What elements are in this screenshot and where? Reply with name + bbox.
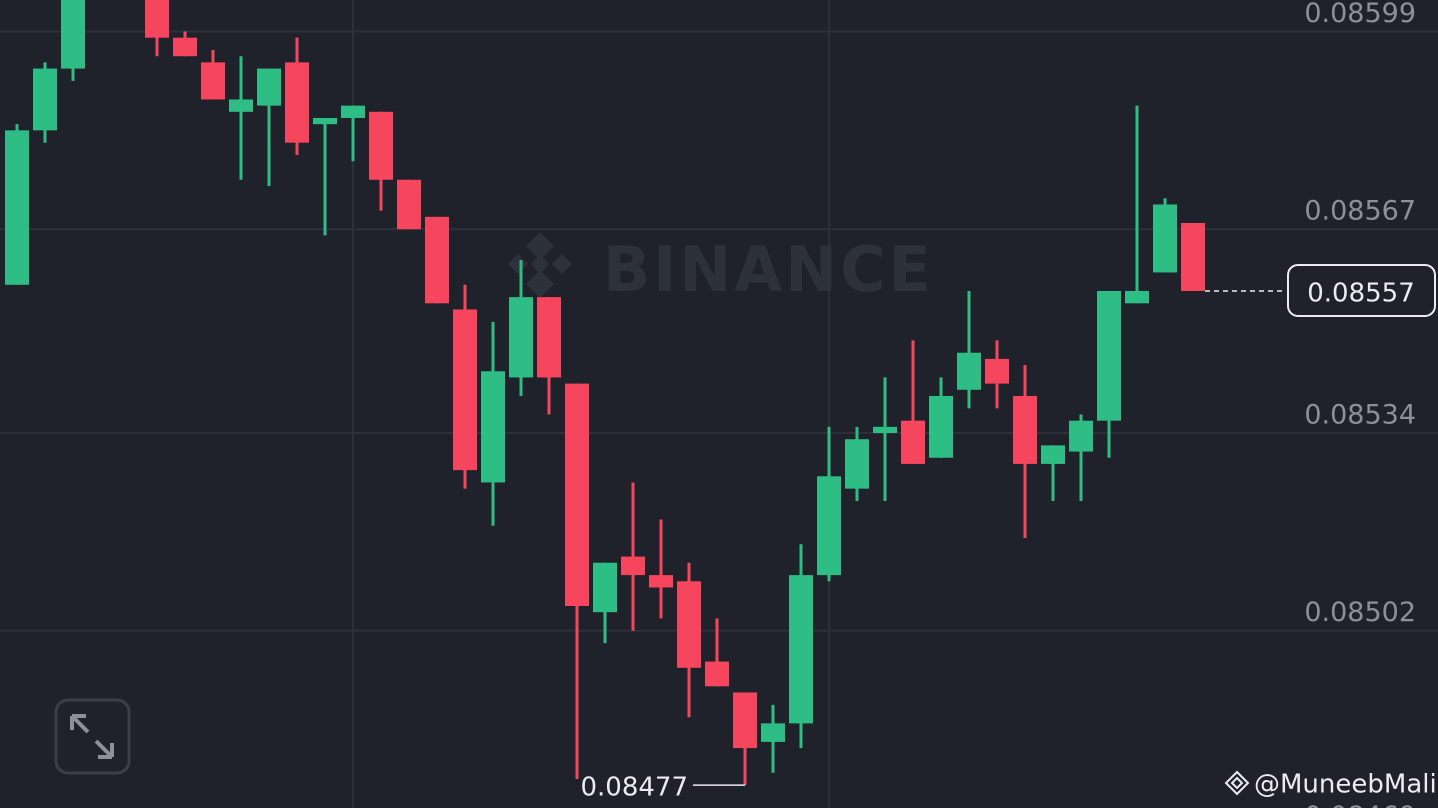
y-tick-label: 0.08534 <box>1304 400 1416 431</box>
attribution-logo <box>1224 770 1250 796</box>
y-tick-label: 0.08502 <box>1304 597 1416 628</box>
attribution: @MuneebMalik <box>1254 770 1438 800</box>
expand-icon[interactable] <box>70 714 114 759</box>
candle-body <box>313 117 337 125</box>
candle-body <box>1069 420 1093 452</box>
candle-body <box>481 371 505 483</box>
candle-body <box>733 692 757 749</box>
candle-body <box>957 352 981 390</box>
candle-body <box>593 562 617 613</box>
y-tick-label: 0.08567 <box>1304 196 1416 227</box>
candle-body <box>537 297 561 378</box>
candle-body <box>901 420 925 464</box>
candle-body <box>761 723 785 742</box>
expand-button-frame[interactable] <box>54 698 131 775</box>
candle-body <box>621 556 645 576</box>
low-marker-label: 0.08477 <box>580 773 688 803</box>
candle-body <box>1097 290 1121 421</box>
candle-body <box>285 62 309 143</box>
candle-body <box>257 68 281 106</box>
candle-body <box>509 297 533 378</box>
candle-body <box>1041 445 1065 464</box>
candle-body <box>1013 395 1037 464</box>
candle-body <box>985 358 1009 384</box>
candle-body <box>789 575 813 724</box>
candle-body <box>705 661 729 687</box>
candle-body <box>873 426 897 434</box>
candle-body <box>61 0 85 69</box>
expand-button[interactable] <box>54 698 131 775</box>
y-tick-label: 0.08469 <box>1304 801 1416 808</box>
candle-body <box>229 99 253 112</box>
candles: 0.08557 0.08477 <box>5 0 1436 803</box>
candle-body <box>397 179 421 230</box>
candle-body <box>649 575 673 588</box>
candle-body <box>201 62 225 100</box>
candle-body <box>453 309 477 471</box>
candle-body <box>845 439 869 489</box>
y-tick-label: 0.08599 <box>1304 0 1416 29</box>
candle-body <box>677 581 701 668</box>
candle-body <box>5 130 29 285</box>
last-price-box <box>1287 263 1436 317</box>
candle-body <box>33 68 57 131</box>
candle-body <box>817 476 841 576</box>
watermark: BINANCE <box>603 233 934 306</box>
candle-body <box>1153 204 1177 273</box>
candle-body <box>341 105 365 118</box>
candle-body <box>425 216 449 304</box>
candle-body <box>369 111 393 180</box>
watermark-logo <box>508 232 572 298</box>
candle-body <box>565 383 589 606</box>
candle-body <box>145 0 169 38</box>
candle-body <box>173 37 197 57</box>
candle-body <box>929 395 953 458</box>
candle-body <box>1181 223 1205 291</box>
candle-body <box>1125 290 1149 304</box>
last-price-label: 0.08557 <box>1307 278 1415 308</box>
